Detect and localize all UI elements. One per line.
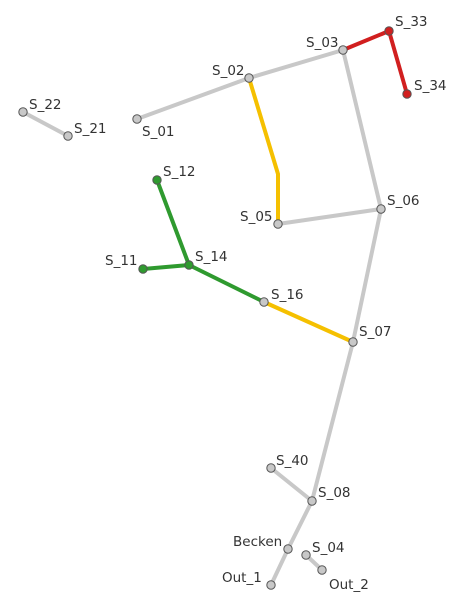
- edge-S_01-S_02: [135, 76, 251, 121]
- node-label-S_04: S_04: [312, 540, 345, 556]
- edge-S_02-S_03: [247, 48, 345, 80]
- node-label-S_07: S_07: [359, 324, 392, 340]
- label-layer: S_22 S_21 S_01 S_02 S_03 S_33 S_34 S_12 …: [29, 14, 447, 593]
- node-label-S_11: S_11: [105, 253, 138, 269]
- node-S_33[interactable]: [384, 26, 394, 36]
- node-label-Out_2: Out_2: [329, 577, 369, 593]
- node-S_05[interactable]: [273, 219, 283, 229]
- node-Becken[interactable]: [283, 544, 293, 554]
- node-S_02[interactable]: [244, 73, 254, 83]
- node-label-Becken: Becken: [233, 534, 282, 550]
- edge-S_12-S_14: [155, 178, 191, 267]
- node-S_11[interactable]: [138, 264, 148, 274]
- node-S_04[interactable]: [301, 550, 311, 560]
- node-label-S_33: S_33: [395, 14, 428, 30]
- node-S_34[interactable]: [402, 89, 412, 99]
- node-Out_1[interactable]: [266, 580, 276, 590]
- node-S_07[interactable]: [348, 337, 358, 347]
- node-label-S_14: S_14: [195, 249, 228, 265]
- edge-S_06-S_07: [351, 207, 383, 344]
- edge-S_14-S_16: [187, 263, 266, 304]
- edge-S_08-Becken: [286, 499, 314, 551]
- node-label-S_08: S_08: [318, 485, 351, 501]
- node-S_22[interactable]: [18, 107, 28, 117]
- node-S_16[interactable]: [259, 297, 269, 307]
- node-label-S_34: S_34: [414, 78, 447, 94]
- node-label-S_22: S_22: [29, 97, 62, 113]
- edge-S_33-S_34: [387, 29, 409, 96]
- edge-S_03-S_06: [341, 48, 383, 211]
- edge-S_16-S_07: [262, 300, 355, 344]
- node-S_08[interactable]: [307, 496, 317, 506]
- node-label-S_03: S_03: [306, 35, 339, 51]
- edge-S_03-S_33: [341, 29, 391, 52]
- node-label-S_16: S_16: [271, 287, 304, 303]
- node-label-Out_1: Out_1: [222, 570, 262, 586]
- node-label-S_05: S_05: [240, 209, 273, 225]
- edge-Becken-Out_1: [269, 547, 290, 587]
- edge-S_11-S_14: [141, 263, 191, 271]
- node-label-S_12: S_12: [163, 164, 196, 180]
- node-label-S_21: S_21: [74, 121, 107, 137]
- edge-S_22-S_21: [21, 110, 70, 138]
- node-S_03[interactable]: [338, 45, 348, 55]
- node-Out_2[interactable]: [317, 565, 327, 575]
- node-S_12[interactable]: [152, 175, 162, 185]
- edge-S_07-S_08: [310, 340, 355, 503]
- node-label-S_40: S_40: [276, 453, 309, 469]
- node-label-S_01: S_01: [142, 124, 175, 140]
- edge-S_05-S_06: [276, 207, 383, 226]
- node-S_06[interactable]: [376, 204, 386, 214]
- edge-layer: [21, 29, 409, 587]
- node-label-S_06: S_06: [387, 193, 420, 209]
- node-S_14[interactable]: [184, 260, 194, 270]
- edge-S_40-S_08: [269, 466, 314, 503]
- edge-S_02-S_05: [247, 76, 280, 226]
- node-S_01[interactable]: [132, 114, 142, 124]
- node-label-S_02: S_02: [212, 63, 245, 79]
- node-S_21[interactable]: [63, 131, 73, 141]
- node-layer: [18, 26, 412, 590]
- node-S_40[interactable]: [266, 463, 276, 473]
